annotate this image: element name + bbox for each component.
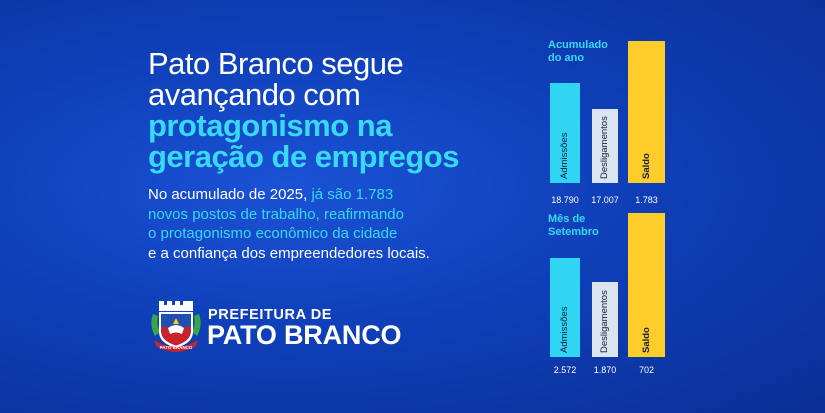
chart-2-bar-desligamentos (592, 282, 618, 357)
seal-ribbon-text: PATO BRANCO (160, 345, 193, 350)
chart-1-bar-desligamentos (592, 109, 618, 183)
chart-2-label-desligamentos: Desligamentos (599, 290, 610, 353)
headline-line-1: Pato Branco segue (148, 46, 404, 81)
headline-line-3: protagonismo na (148, 108, 392, 143)
headline: Pato Branco segue avançando com protagon… (148, 48, 508, 172)
chart-2-label-saldo: Saldo (640, 327, 652, 353)
chart-2-value-admissoes: 2.572 (553, 365, 577, 375)
chart-1-value-desligamentos: 17.007 (591, 195, 619, 205)
chart-2-title-line-2: Setembro (548, 225, 599, 238)
chart-2-title-line-1: Mês de (548, 213, 586, 225)
city-seal-icon: PATO BRANCO (151, 301, 201, 352)
chart-2-title: Mês de Setembro (548, 213, 599, 238)
chart-2-bar-saldo (628, 213, 665, 357)
body-line-3: o protagonismo econômico da cidade (148, 225, 398, 242)
chart-1-value-saldo: 1.783 (635, 195, 658, 205)
body-paragraph: No acumulado de 2025, já são 1.783 novos… (148, 185, 488, 263)
headline-line-4: geração de empregos (148, 139, 459, 174)
chart-1-title-line-2: do ano (548, 51, 585, 64)
chart-1-label-admissoes: Admissões (559, 132, 570, 179)
chart-1-value-admissoes: 18.790 (551, 195, 579, 205)
headline-line-2: avançando com (148, 77, 361, 112)
body-line-2: novos postos de trabalho, reafirmando (148, 205, 404, 223)
chart-1-bar-saldo (628, 41, 665, 183)
chart-2-value-desligamentos: 1.870 (593, 365, 617, 375)
chart-1-bar-admissoes (550, 83, 580, 183)
chart-1-title-line-1: Acumulado (548, 39, 608, 51)
chart-1-title: Acumulado do ano (548, 39, 608, 64)
chart-1-label-saldo: Saldo (640, 153, 652, 179)
chart-2-bar-admissoes (550, 258, 580, 357)
body-line-1-text: No acumulado de 2025, (148, 186, 312, 203)
brand-prefix: PREFEITURA DE (208, 307, 333, 323)
chart-2-value-saldo: 702 (638, 365, 655, 375)
body-line-1: No acumulado de 2025, já são 1.783 (148, 185, 488, 205)
brand-name: PATO BRANCO (207, 320, 402, 350)
body-line-4: e a confiança dos empreendedores locais. (148, 244, 430, 262)
body-line-1-highlight: já são 1.783 (311, 186, 394, 203)
chart-1-label-desligamentos: Desligamentos (599, 116, 610, 179)
chart-2-label-admissoes: Admissões (559, 306, 570, 353)
